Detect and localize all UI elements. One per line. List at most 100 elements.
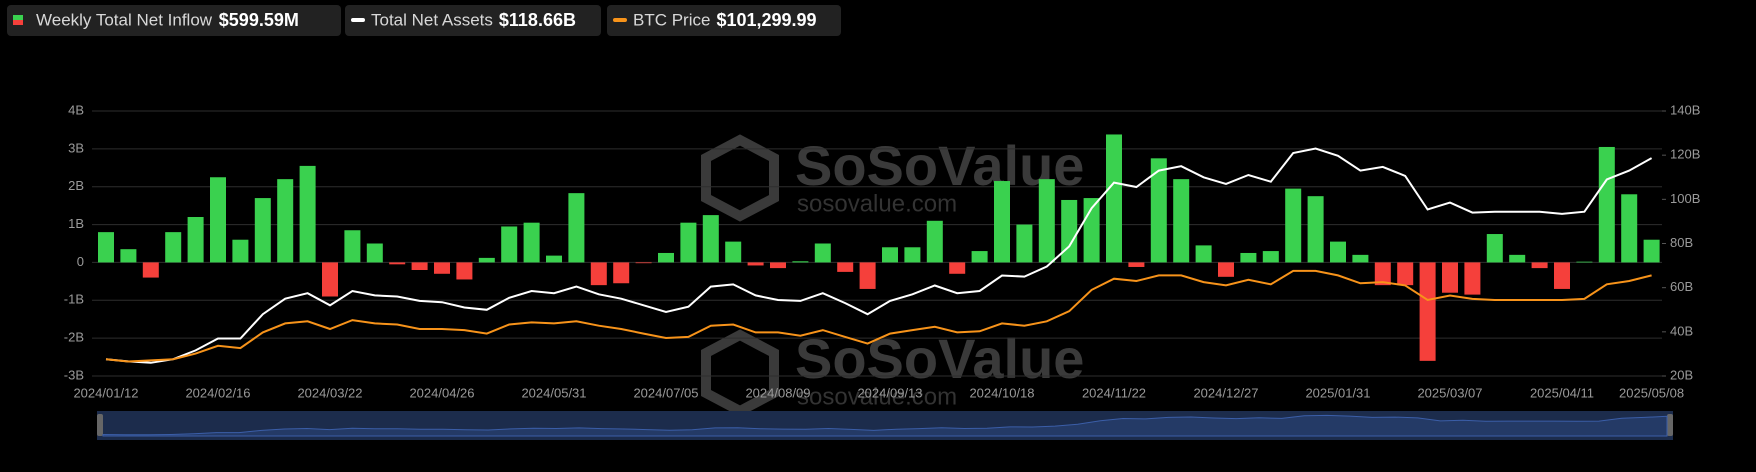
y-tick-label: -2B [64,330,84,345]
y-tick-label: 4B [68,102,84,117]
y-tick-label: 3B [68,140,84,155]
navigator-handle[interactable] [1667,414,1673,436]
y2-tick-label: 60B [1670,279,1693,294]
bar [411,262,428,270]
bar [210,177,226,263]
bar [322,262,338,297]
bar [926,220,943,263]
bar [613,262,630,284]
bar [882,247,898,263]
bar [456,262,473,280]
bar [254,198,271,263]
line [105,269,1652,363]
legend: Weekly Total Net Inflow $599.59M Total N… [7,5,841,36]
bar [546,255,562,263]
legend-label: BTC Price [633,10,710,29]
x-tick-label: 2025/01/31 [1305,385,1370,400]
bar [1464,262,1481,295]
legend-label: Total Net Assets [371,10,493,29]
x-tick-label: 2024/12/27 [1193,385,1258,400]
bar [120,249,137,263]
legend-item[interactable] [7,5,341,36]
x-tick-label: 2024/07/05 [633,385,698,400]
x-tick-label: 2024/03/22 [297,385,362,400]
bar [277,179,294,263]
x-tick-label: 2024/02/16 [185,385,250,400]
bar [1218,262,1234,277]
y2-tick-label: 120B [1670,147,1700,162]
bar [568,193,585,263]
y-tick-label: -3B [64,367,84,382]
navigator-area [102,414,1668,437]
bar [1397,262,1414,286]
bar [1173,179,1190,263]
bar [1419,262,1436,361]
bar [299,165,316,263]
y2-tick-label: 140B [1670,102,1700,117]
watermark-logo [701,134,779,222]
bar [1486,234,1503,263]
bar [366,243,383,263]
bar [590,262,607,286]
bar [501,226,518,263]
bar [1352,254,1369,263]
bar [142,262,159,278]
bar [1374,262,1391,286]
bar [658,252,674,263]
bar [904,247,921,263]
bar [1240,252,1257,263]
bar [837,262,854,272]
bar [1442,262,1458,293]
x-tick-label: 2024/04/26 [409,385,474,400]
bar [232,239,249,263]
legend-item[interactable] [345,5,601,36]
legend-label: Weekly Total Net Inflow [36,10,213,29]
bar [344,230,361,263]
bar [1038,179,1055,263]
x-tick-label: 2024/05/31 [521,385,586,400]
y2-tick-label: 20B [1670,367,1693,382]
bar [994,181,1010,263]
legend-icon [13,20,23,25]
bar [1262,251,1279,263]
x-tick-label: 2025/05/08 [1619,385,1684,400]
x-tick-label: 2024/08/09 [745,385,810,400]
bar [165,232,182,263]
navigator-handle[interactable] [97,414,103,436]
watermark-brand: SoSoValue [795,327,1084,390]
x-tick-label: 2025/04/11 [1530,385,1594,400]
bar [478,257,495,263]
y-tick-label: -1B [64,292,84,307]
x-tick-label: 2024/10/18 [969,385,1034,400]
line [105,147,1653,364]
bar [523,222,540,263]
bar [792,261,809,263]
bar [1150,158,1167,263]
bar [98,232,114,263]
bar [814,243,831,263]
legend-icon [351,18,365,22]
x-tick-label: 2024/11/22 [1082,385,1146,400]
bar [1330,241,1346,263]
x-tick-label: 2025/03/07 [1417,385,1482,400]
y2-tick-label: 40B [1670,323,1693,338]
plot: -3B -2B -1B 0 1B 2B 3B 4B 20B 40B 60B 80B 100B 120B 14… [64,102,1701,400]
bar [702,215,719,263]
bar [859,262,876,289]
legend-value: $599.59M [219,10,299,30]
legend-item[interactable] [607,5,841,36]
bar [1621,194,1638,263]
bar [1285,188,1302,263]
bar [635,262,652,264]
bar [1598,146,1615,263]
legend-value: $118.66B [499,10,576,30]
bar [1307,196,1324,263]
bar [1531,262,1548,269]
bar [1061,199,1078,263]
x-tick-label: 2024/09/13 [857,385,922,400]
bar [725,241,742,263]
bar [1509,254,1526,263]
y-tick-label: 1B [68,216,84,231]
bar [1554,262,1570,289]
bar [971,251,988,263]
